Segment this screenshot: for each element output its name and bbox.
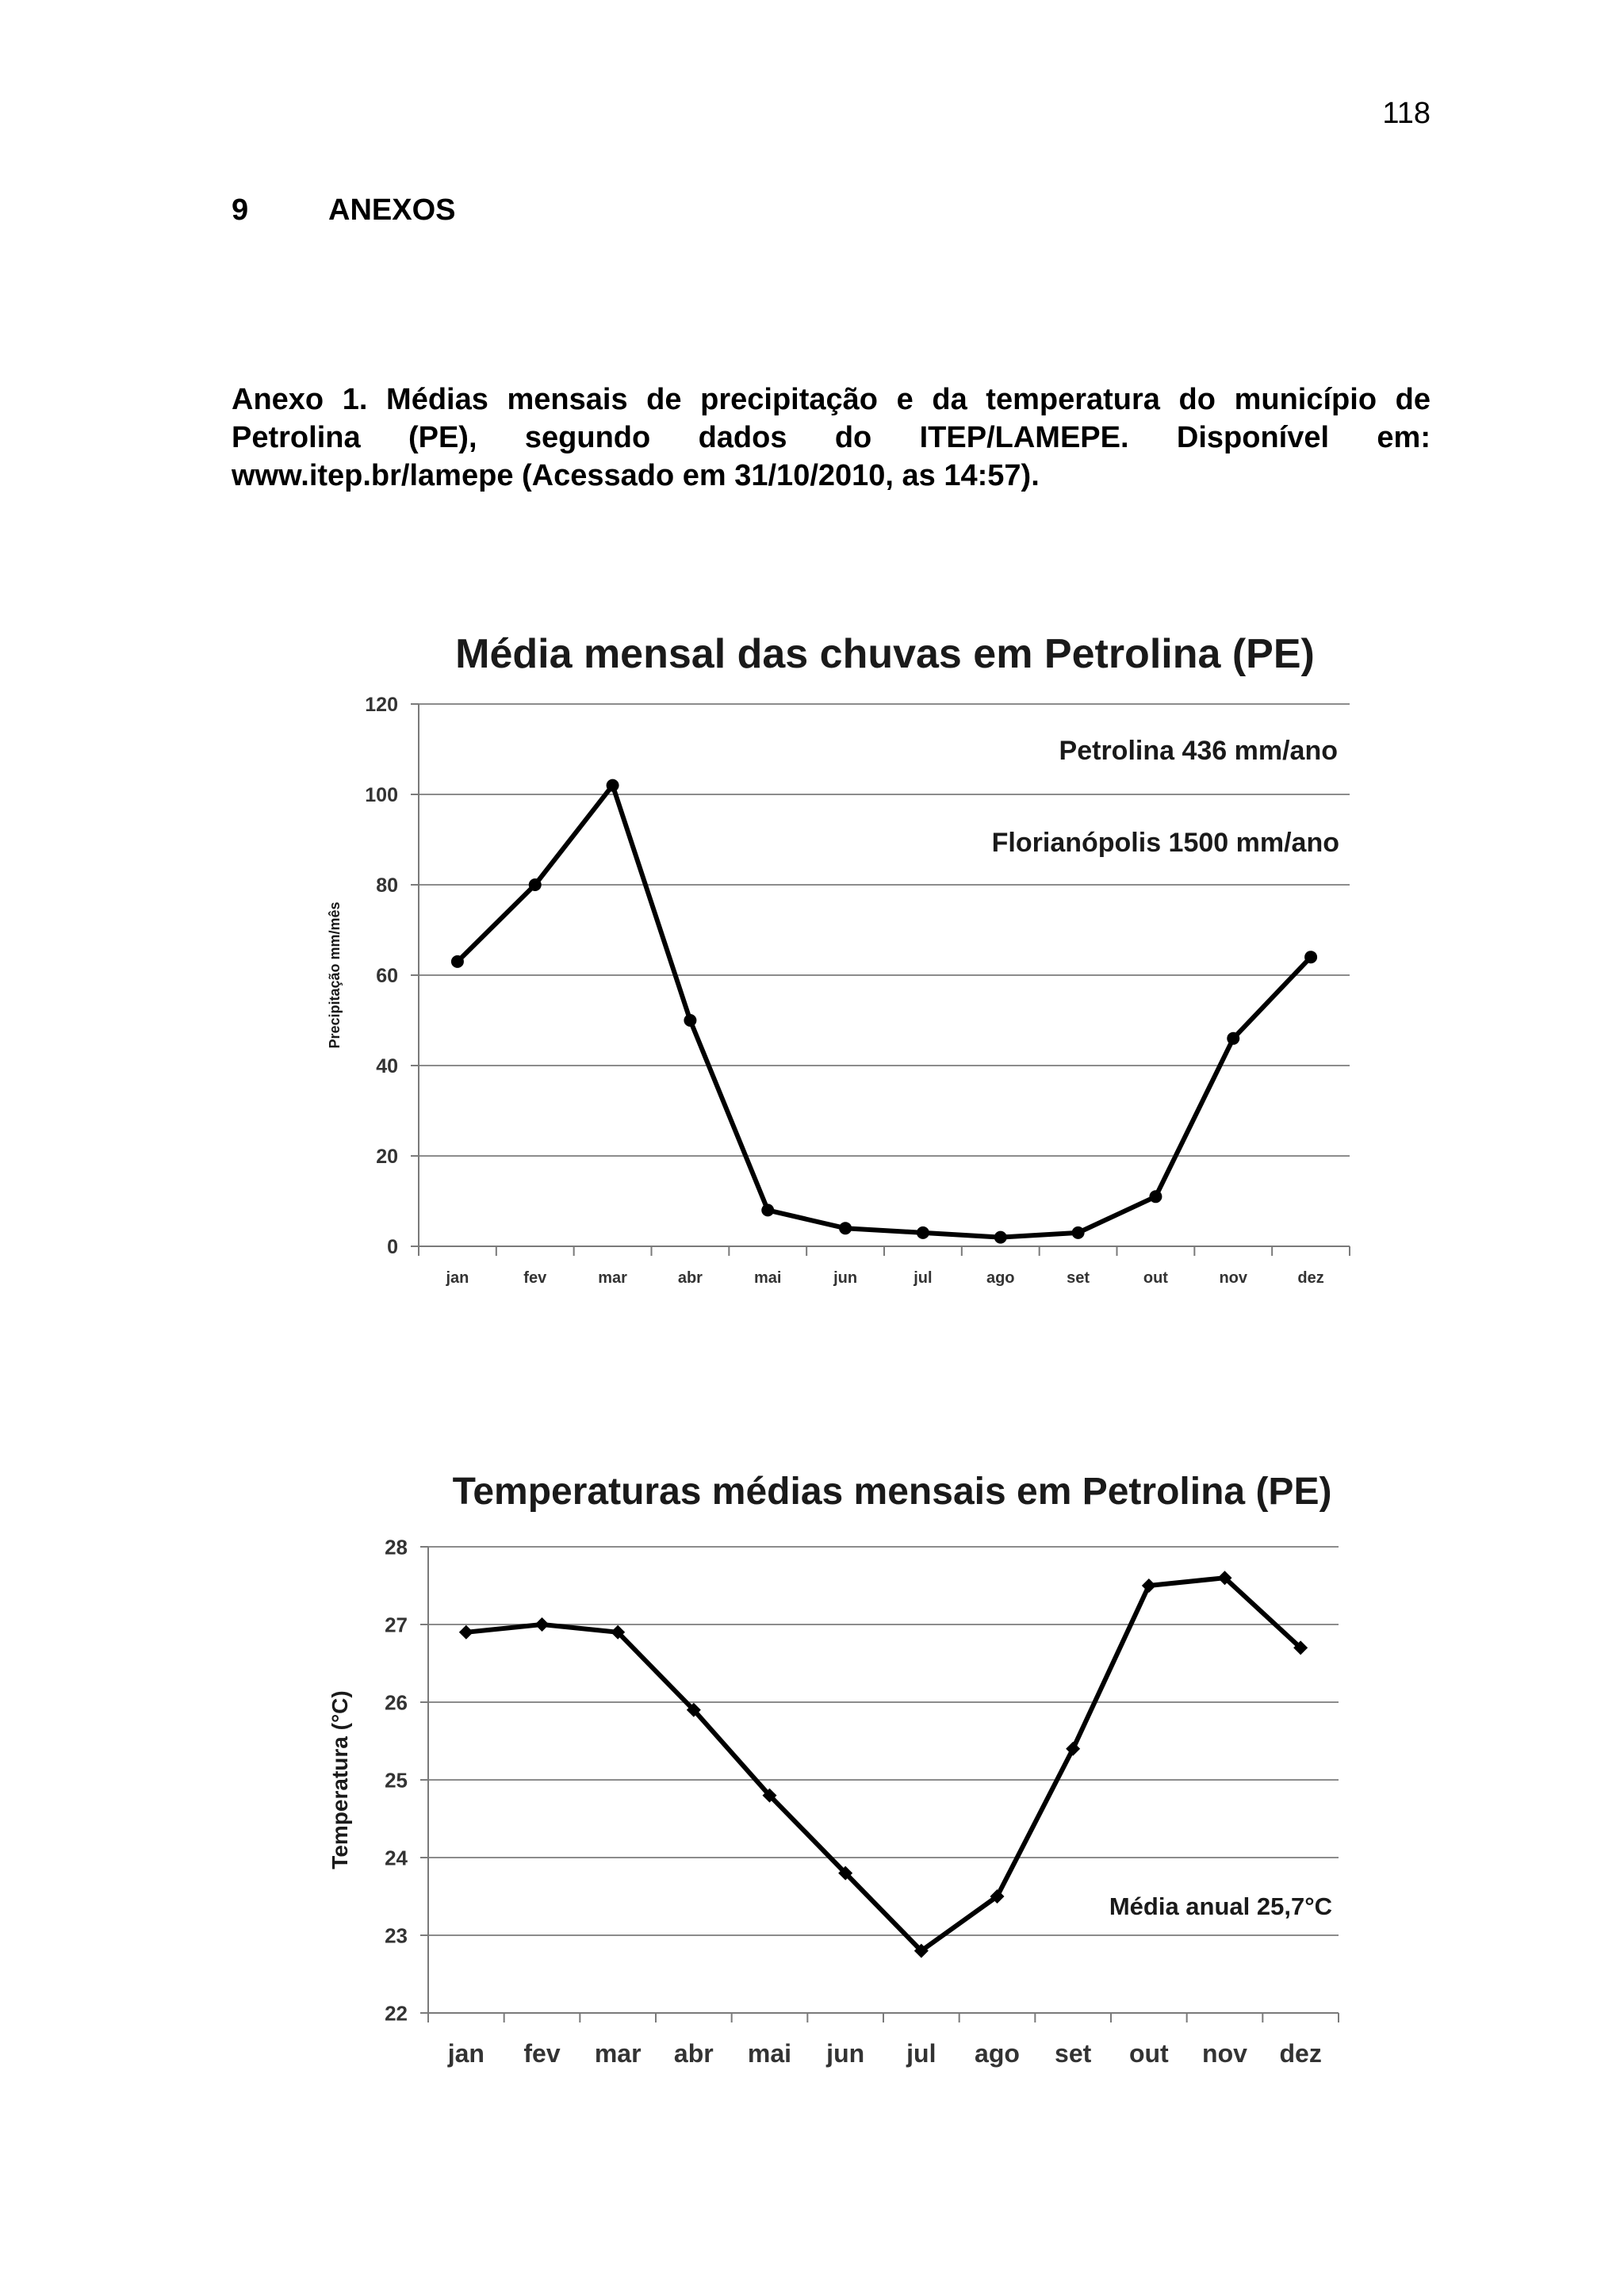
x-tick-label: jul xyxy=(906,2039,936,2068)
x-tick-label: set xyxy=(1055,2039,1092,2068)
chart-annotation: Média anual 25,7°C xyxy=(1109,1892,1332,1920)
y-tick-label: 120 xyxy=(365,694,398,716)
data-point xyxy=(1071,1226,1085,1239)
y-tick-label: 23 xyxy=(385,1923,408,1947)
x-tick-label: dez xyxy=(1279,2039,1321,2068)
page-number: 118 xyxy=(1382,97,1431,130)
y-tick-label: 20 xyxy=(376,1146,398,1168)
precipitation-chart: Média mensal das chuvas em Petrolina (PE… xyxy=(311,610,1405,1324)
data-point xyxy=(1141,1578,1156,1593)
data-point xyxy=(528,878,542,891)
x-tick-label: mar xyxy=(595,2039,642,2068)
y-tick-label: 27 xyxy=(385,1613,408,1636)
x-tick-label: set xyxy=(1067,1269,1090,1287)
x-tick-label: mai xyxy=(754,1269,781,1287)
data-point xyxy=(684,1014,697,1027)
series-line xyxy=(455,783,1313,1240)
x-tick-label: dez xyxy=(1297,1269,1323,1287)
y-tick-label: 22 xyxy=(385,2001,408,2025)
x-tick-label: jun xyxy=(833,1269,857,1287)
y-tick-label: 80 xyxy=(376,874,398,897)
x-tick-label: jan xyxy=(447,2039,485,2068)
y-axis-label: Temperatura (°C) xyxy=(327,1690,352,1869)
data-point xyxy=(1217,1571,1232,1586)
data-point xyxy=(839,1222,852,1235)
y-tick-label: 26 xyxy=(385,1690,408,1714)
section-title: ANEXOS xyxy=(328,193,456,227)
y-tick-label: 28 xyxy=(385,1535,408,1559)
data-point xyxy=(606,779,619,792)
data-point xyxy=(686,1702,701,1717)
section-number: 9 xyxy=(232,193,249,227)
data-point xyxy=(458,1624,473,1640)
data-point xyxy=(1293,1640,1308,1655)
data-point xyxy=(450,955,464,968)
data-point xyxy=(611,1624,626,1640)
x-tick-label: mai xyxy=(748,2039,791,2068)
data-point xyxy=(1227,1031,1240,1045)
chart-annotation: Petrolina 436 mm/ano xyxy=(1059,736,1338,766)
chart-annotation: Florianópolis 1500 mm/ano xyxy=(992,828,1339,858)
data-point xyxy=(762,1788,777,1803)
data-point xyxy=(838,1866,853,1881)
y-axis-label: Precipitação mm/mês xyxy=(327,901,343,1048)
data-point xyxy=(990,1889,1005,1904)
x-tick-label: abr xyxy=(674,2039,714,2068)
data-point xyxy=(1304,951,1318,964)
x-tick-label: ago xyxy=(986,1269,1015,1287)
data-point xyxy=(1149,1190,1162,1203)
x-tick-label: out xyxy=(1129,2039,1169,2068)
x-tick-label: fev xyxy=(523,1269,547,1287)
temperature-chart: Temperaturas médias mensais em Petrolina… xyxy=(311,1455,1405,2089)
x-tick-label: abr xyxy=(678,1269,703,1287)
x-tick-label: ago xyxy=(975,2039,1020,2068)
data-point xyxy=(994,1230,1007,1244)
data-point xyxy=(916,1226,929,1239)
x-tick-label: nov xyxy=(1219,1269,1247,1287)
section-heading: 9 ANEXOS xyxy=(232,193,455,228)
data-point xyxy=(761,1203,775,1217)
y-tick-label: 60 xyxy=(376,965,398,987)
x-tick-label: jan xyxy=(445,1269,469,1287)
x-tick-label: jul xyxy=(913,1269,932,1287)
precipitation-chart-svg: Média mensal das chuvas em Petrolina (PE… xyxy=(327,631,1350,1287)
data-point xyxy=(534,1617,550,1632)
chart-title: Média mensal das chuvas em Petrolina (PE… xyxy=(455,631,1315,677)
annex-caption: Anexo 1. Médias mensais de precipitação … xyxy=(232,383,1431,492)
y-tick-label: 24 xyxy=(385,1846,408,1869)
x-tick-label: nov xyxy=(1202,2039,1247,2068)
x-tick-label: mar xyxy=(598,1269,627,1287)
x-tick-label: out xyxy=(1143,1269,1168,1287)
y-tick-label: 25 xyxy=(385,1768,408,1792)
y-tick-label: 100 xyxy=(365,784,398,806)
data-point xyxy=(1066,1741,1081,1756)
x-tick-label: jun xyxy=(825,2039,864,2068)
temperature-chart-svg: Temperaturas médias mensais em Petrolina… xyxy=(327,1471,1339,2068)
y-tick-label: 0 xyxy=(387,1236,398,1258)
x-tick-label: fev xyxy=(523,2039,560,2068)
chart-title: Temperaturas médias mensais em Petrolina… xyxy=(453,1471,1332,1513)
y-tick-label: 40 xyxy=(376,1055,398,1077)
series-line xyxy=(465,1575,1303,1954)
data-point xyxy=(914,1943,929,1958)
